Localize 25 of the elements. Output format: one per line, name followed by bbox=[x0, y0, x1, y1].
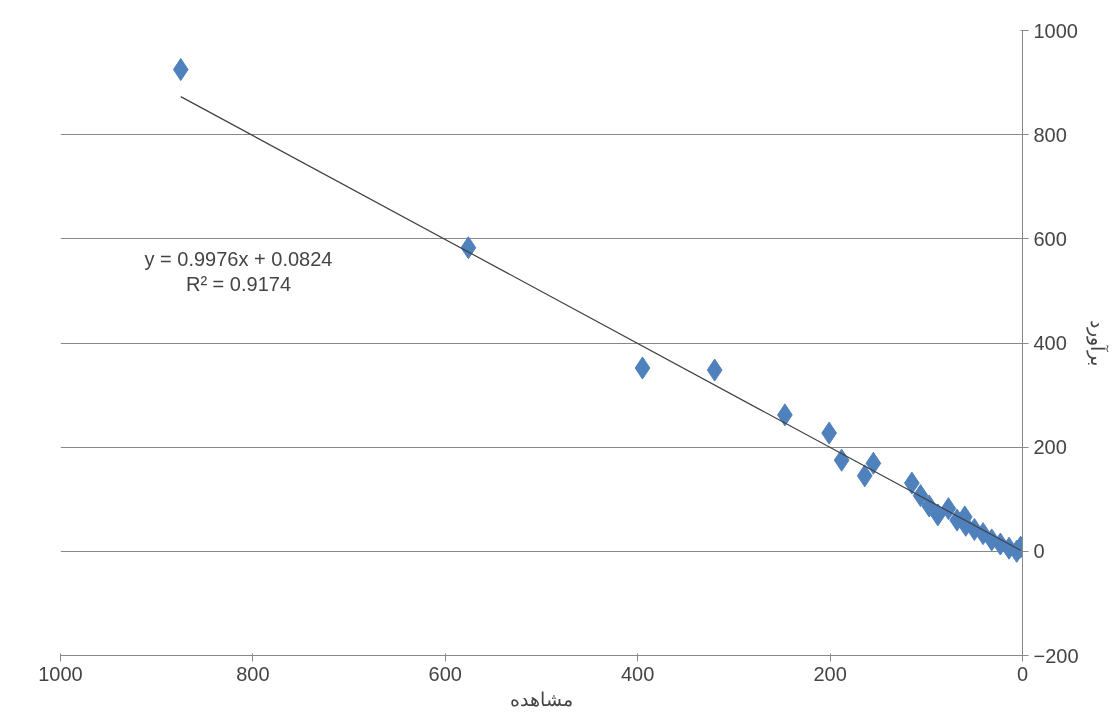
x-tick-label: 400 bbox=[621, 662, 655, 685]
y-tick-label: 1000 bbox=[1033, 19, 1078, 42]
point bbox=[460, 236, 477, 260]
x-tick-label: 0 bbox=[1016, 662, 1029, 685]
y-tick-label: −200 bbox=[1033, 644, 1079, 667]
annotation: y = 0.9976x + 0.0824 bbox=[144, 248, 333, 271]
point bbox=[706, 358, 723, 382]
y-tick-label: 400 bbox=[1033, 332, 1067, 354]
point bbox=[172, 58, 189, 82]
x-axis-title: مشاهده bbox=[510, 688, 573, 710]
x-tick-label: 800 bbox=[236, 662, 270, 685]
y-tick-label: 0 bbox=[1033, 540, 1045, 563]
y-tick-label: 200 bbox=[1033, 436, 1067, 459]
x-tick-label: 600 bbox=[428, 662, 462, 685]
x-tick-label: 200 bbox=[813, 662, 847, 685]
point bbox=[940, 497, 957, 521]
point bbox=[856, 464, 873, 488]
point bbox=[833, 448, 850, 472]
y-tick-label: 600 bbox=[1033, 227, 1067, 250]
point bbox=[865, 451, 882, 475]
y-tick-label: 800 bbox=[1033, 123, 1067, 146]
x-tick-label: 1000 bbox=[38, 662, 83, 685]
annotation: R² = 0.9174 bbox=[185, 273, 292, 296]
point bbox=[634, 356, 651, 380]
y-axis-title: برآورد bbox=[1085, 320, 1109, 366]
